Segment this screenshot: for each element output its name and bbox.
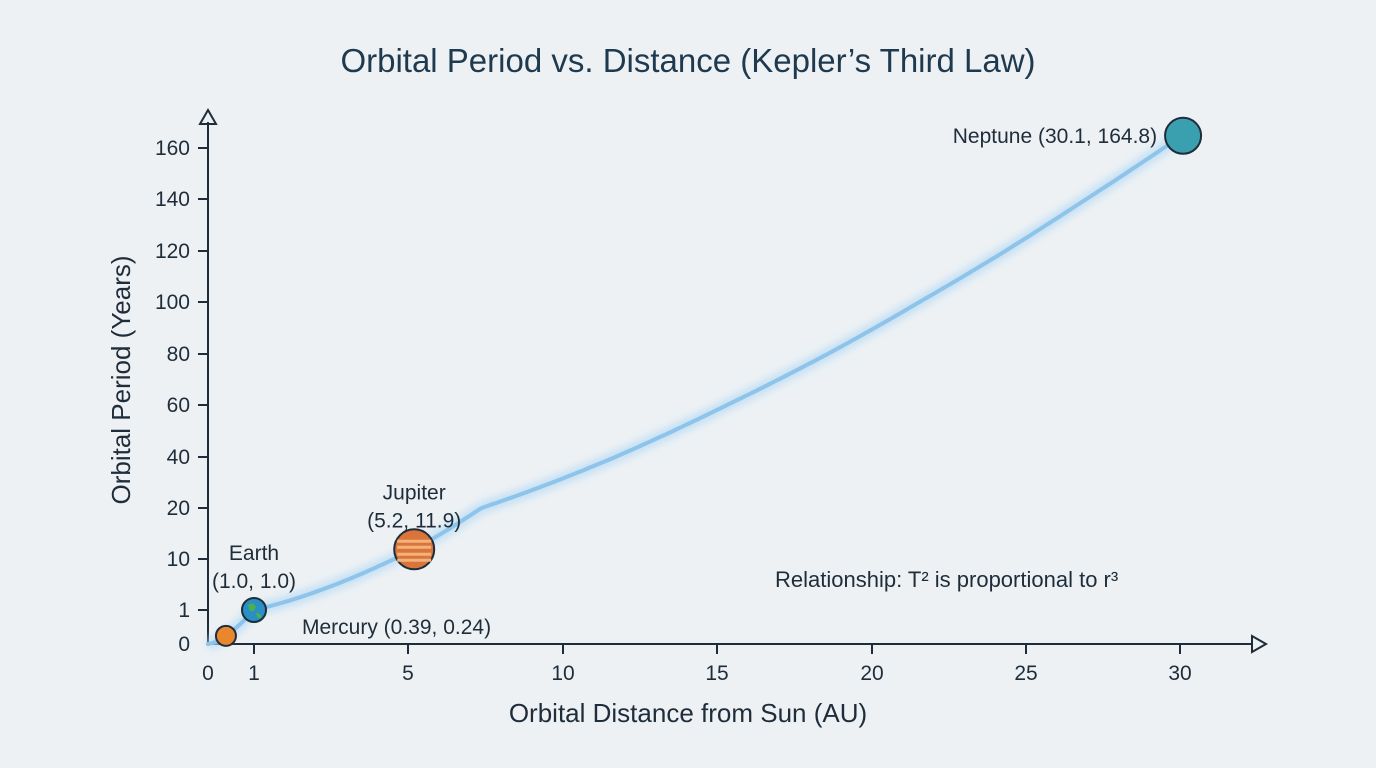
- y-tick-label: 100: [155, 291, 190, 314]
- x-tick-label: 1: [248, 662, 260, 685]
- mercury-marker: [214, 624, 237, 647]
- chart-title: Orbital Period vs. Distance (Kepler’s Th…: [340, 42, 1035, 79]
- y-tick-label: 0: [178, 633, 190, 656]
- neptune-marker: [1164, 116, 1203, 155]
- x-axis-arrow: [1251, 634, 1269, 654]
- y-tick-label: 80: [167, 343, 190, 366]
- y-tick-label: 20: [167, 497, 190, 520]
- x-tick-label: 10: [551, 662, 574, 685]
- earth-label-coords: (1.0, 1.0): [212, 570, 296, 593]
- earth-label-name: Earth: [229, 542, 279, 565]
- x-tick-label: 25: [1014, 662, 1037, 685]
- y-axis-arrow: [198, 107, 218, 125]
- x-tick-label: 30: [1168, 662, 1191, 685]
- x-tick-label: 5: [402, 662, 414, 685]
- earth-continents: [248, 603, 261, 619]
- jupiter-label-coords: (5.2, 11.9): [367, 509, 461, 532]
- y-axis-label: Orbital Period (Years): [106, 255, 136, 504]
- y-tick-label: 60: [167, 394, 190, 417]
- jupiter-label-name: Jupiter: [383, 481, 446, 504]
- y-tick-label: 120: [155, 240, 190, 263]
- y-tick-label: 40: [167, 446, 190, 469]
- x-tick-label: 0: [202, 662, 214, 685]
- x-tick-label: 20: [860, 662, 883, 685]
- x-axis-label: Orbital Distance from Sun (AU): [509, 698, 867, 728]
- relationship-annotation: Relationship: T² is proportional to r³: [775, 567, 1118, 592]
- y-tick-label: 10: [167, 548, 190, 571]
- jupiter-marker: [393, 528, 436, 571]
- y-tick-label: 1: [178, 599, 190, 622]
- mercury-label: Mercury (0.39, 0.24): [302, 616, 491, 639]
- y-tick-label: 140: [155, 188, 190, 211]
- x-tick-label: 15: [705, 662, 728, 685]
- neptune-label: Neptune (30.1, 164.8): [953, 125, 1157, 148]
- y-tick-label: 160: [155, 137, 190, 160]
